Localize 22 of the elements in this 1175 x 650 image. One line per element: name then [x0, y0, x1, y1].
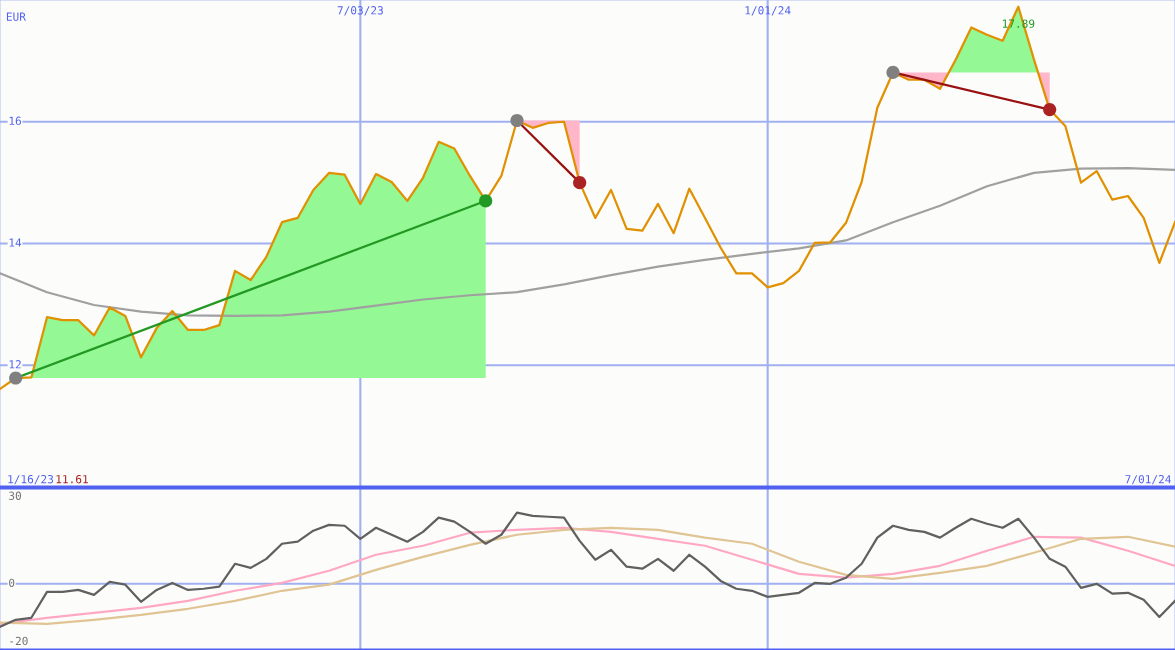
y-tick-label: 14: [9, 238, 22, 247]
line-series: [0, 166, 1175, 318]
line-series: [0, 526, 1175, 625]
y-tick-label: 12: [9, 360, 21, 369]
annotation: 7/01/24: [1125, 474, 1171, 485]
line-series: [0, 5, 1175, 391]
point: [479, 194, 493, 208]
y-tick-label: 30: [9, 491, 21, 500]
point: [886, 65, 900, 80]
x-tick-label: 1/01/24: [745, 6, 791, 16]
y-tick-label: 0: [9, 578, 15, 588]
point: [573, 176, 587, 190]
y-tick-label: 16: [9, 116, 21, 125]
line-series: [0, 511, 1175, 628]
point: [510, 113, 524, 128]
annotation: 11.61: [56, 474, 88, 484]
annotation: EUR: [6, 12, 26, 21]
point: [9, 371, 23, 385]
point: [1043, 102, 1057, 117]
x-tick-label: 7/03/23: [337, 6, 383, 16]
annotation: 1/16/23: [8, 474, 54, 485]
y-tick-label: -20: [10, 636, 28, 646]
